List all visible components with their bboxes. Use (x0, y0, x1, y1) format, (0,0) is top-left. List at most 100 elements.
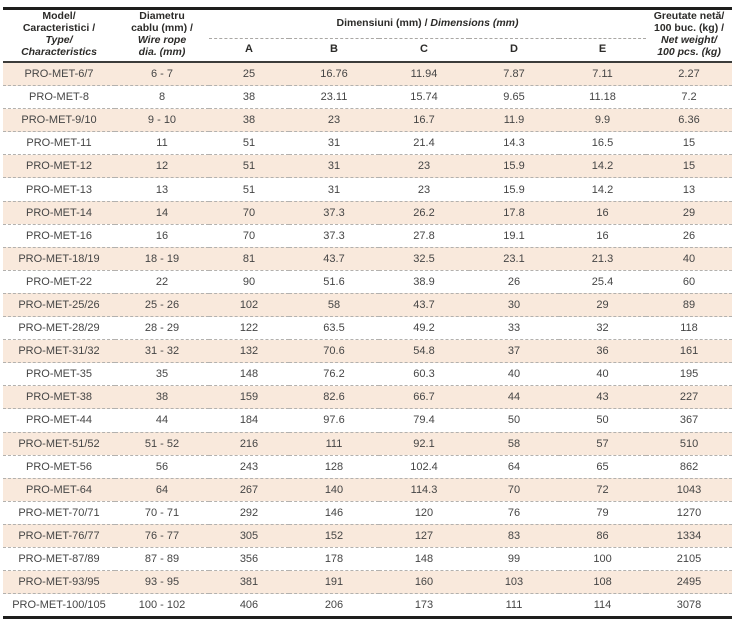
cell-a: 122 (239, 322, 259, 335)
cell-e: 9.9 (594, 114, 611, 127)
cell-dia: 38 (155, 391, 169, 404)
cell-weight: 3078 (676, 599, 702, 612)
cell-e: 29 (596, 298, 609, 311)
cell-c: 173 (414, 599, 434, 612)
cell-model: PRO-MET-38 (25, 391, 92, 404)
cell-b: 63.5 (323, 322, 345, 335)
cell-d: 26 (507, 275, 521, 288)
cell-dia: 100 - 102 (138, 599, 186, 612)
cell-dia: 93 - 95 (144, 576, 180, 589)
cell-c: 102.4 (410, 460, 438, 473)
cell-c: 32.5 (413, 252, 435, 265)
spec-table: Model/ Caracteristici / Type/ Characteri… (3, 7, 733, 620)
cell-c: 54.8 (413, 345, 435, 358)
cell-weight: 2495 (676, 576, 702, 589)
cell-d: 37 (507, 345, 521, 358)
cell-b: 58 (327, 298, 341, 311)
cell-dia: 22 (155, 275, 169, 288)
cell-weight: 161 (679, 345, 699, 358)
cell-model: PRO-MET-35 (25, 368, 92, 381)
cell-b: 111 (325, 437, 343, 450)
cell-b: 140 (324, 483, 344, 496)
header-line: Model/ (42, 10, 76, 23)
cell-weight: 862 (679, 460, 699, 473)
cell-weight: 6.36 (678, 114, 700, 127)
cell-a: 38 (242, 114, 256, 127)
table-row: PRO-MET-14 14 70 37.3 26.2 17.8 16 29 (3, 201, 733, 225)
table-row: PRO-MET-12 12 51 31 23 15.9 14.2 15 (3, 154, 733, 178)
cell-d: 103 (504, 576, 524, 589)
cell-weight: 13 (682, 183, 696, 196)
table-body: PRO-MET-6/7 6 - 7 25 16.76 11.94 7.87 7.11 2.27… (3, 62, 733, 618)
cell-a: 25 (242, 68, 256, 81)
cell-c: 38.9 (413, 275, 435, 288)
cell-dia: 16 (155, 229, 169, 242)
cell-model: PRO-MET-44 (25, 414, 92, 427)
column-header-weight: Greutate netă/ 100 buc. (kg) / Net weigh… (646, 9, 732, 63)
table-header: Model/ Caracteristici / Type/ Characteri… (3, 8, 733, 63)
cell-e: 43 (596, 391, 609, 404)
cell-b: 31 (327, 137, 341, 150)
header-line: Characteristics (21, 45, 97, 58)
table-row: PRO-MET-100/105 100 - 102 406 206 173 111 114 3… (3, 593, 733, 618)
cell-b: 23 (327, 114, 341, 127)
dimensions-label-en: Dimensions (mm) (430, 16, 519, 29)
cell-b: 31 (327, 183, 341, 196)
cell-d: 23.1 (503, 252, 525, 265)
cell-e: 108 (593, 576, 612, 589)
cell-d: 70 (507, 483, 521, 496)
cell-weight: 195 (679, 368, 699, 381)
cell-e: 50 (596, 414, 609, 427)
cell-d: 33 (507, 322, 521, 335)
cell-c: 27.8 (413, 229, 435, 242)
header-line: Net weight/ (661, 34, 718, 46)
cell-model: PRO-MET-51/52 (18, 437, 100, 450)
cell-model: PRO-MET-93/95 (18, 576, 100, 589)
cell-dia: 87 - 89 (144, 553, 180, 566)
cell-model: PRO-MET-9/10 (21, 114, 97, 127)
header-row-sub: A B C D E (3, 39, 732, 63)
cell-c: 60.3 (413, 368, 435, 381)
cell-e: 40 (596, 368, 609, 381)
cell-c: 114.3 (410, 483, 438, 496)
cell-model: PRO-MET-25/26 (18, 298, 100, 311)
cell-a: 90 (242, 275, 256, 288)
table-row: PRO-MET-18/19 18 - 19 81 43.7 32.5 23.1 21.3 40 (3, 247, 733, 271)
catalog-page: Model/ Caracteristici / Type/ Characteri… (0, 7, 735, 632)
cell-dia: 31 - 32 (144, 345, 180, 358)
column-header-a: A (245, 42, 253, 55)
cell-a: 184 (239, 414, 259, 427)
cell-d: 11.9 (503, 114, 525, 127)
cell-dia: 28 - 29 (144, 322, 180, 335)
cell-weight: 1334 (676, 529, 702, 542)
header-line: dia. (mm) (138, 45, 186, 58)
cell-dia: 12 (155, 160, 169, 173)
table-row: PRO-MET-11 11 51 31 21.4 14.3 16.5 15 (3, 131, 733, 155)
cell-b: 51.6 (323, 275, 345, 288)
cell-model: PRO-MET-16 (25, 229, 92, 242)
cell-c: 26.2 (413, 206, 435, 219)
cell-d: 99 (507, 553, 521, 566)
cell-dia: 76 - 77 (144, 529, 180, 542)
cell-weight: 15 (682, 160, 696, 173)
cell-e: 72 (596, 483, 609, 496)
cell-a: 381 (239, 576, 259, 589)
column-header-d: D (510, 42, 518, 55)
table-row: PRO-MET-6/7 6 - 7 25 16.76 11.94 7.87 7.11 2.27 (3, 62, 733, 86)
cell-a: 305 (239, 529, 259, 542)
cell-model: PRO-MET-6/7 (24, 68, 94, 81)
cell-dia: 25 - 26 (144, 298, 180, 311)
cell-b: 43.7 (323, 252, 345, 265)
cell-d: 15.9 (503, 160, 525, 173)
column-header-model: Model/ Caracteristici / Type/ Characteri… (3, 9, 115, 63)
column-header-c: C (420, 42, 428, 55)
cell-b: 70.6 (323, 345, 345, 358)
cell-e: 36 (596, 345, 609, 358)
cell-a: 356 (239, 553, 259, 566)
header-line: Diametru (139, 10, 185, 23)
cell-c: 23 (417, 183, 431, 196)
cell-dia: 51 - 52 (144, 437, 180, 450)
cell-d: 64 (507, 460, 521, 473)
cell-e: 16 (596, 206, 609, 219)
cell-model: PRO-MET-13 (25, 183, 92, 196)
